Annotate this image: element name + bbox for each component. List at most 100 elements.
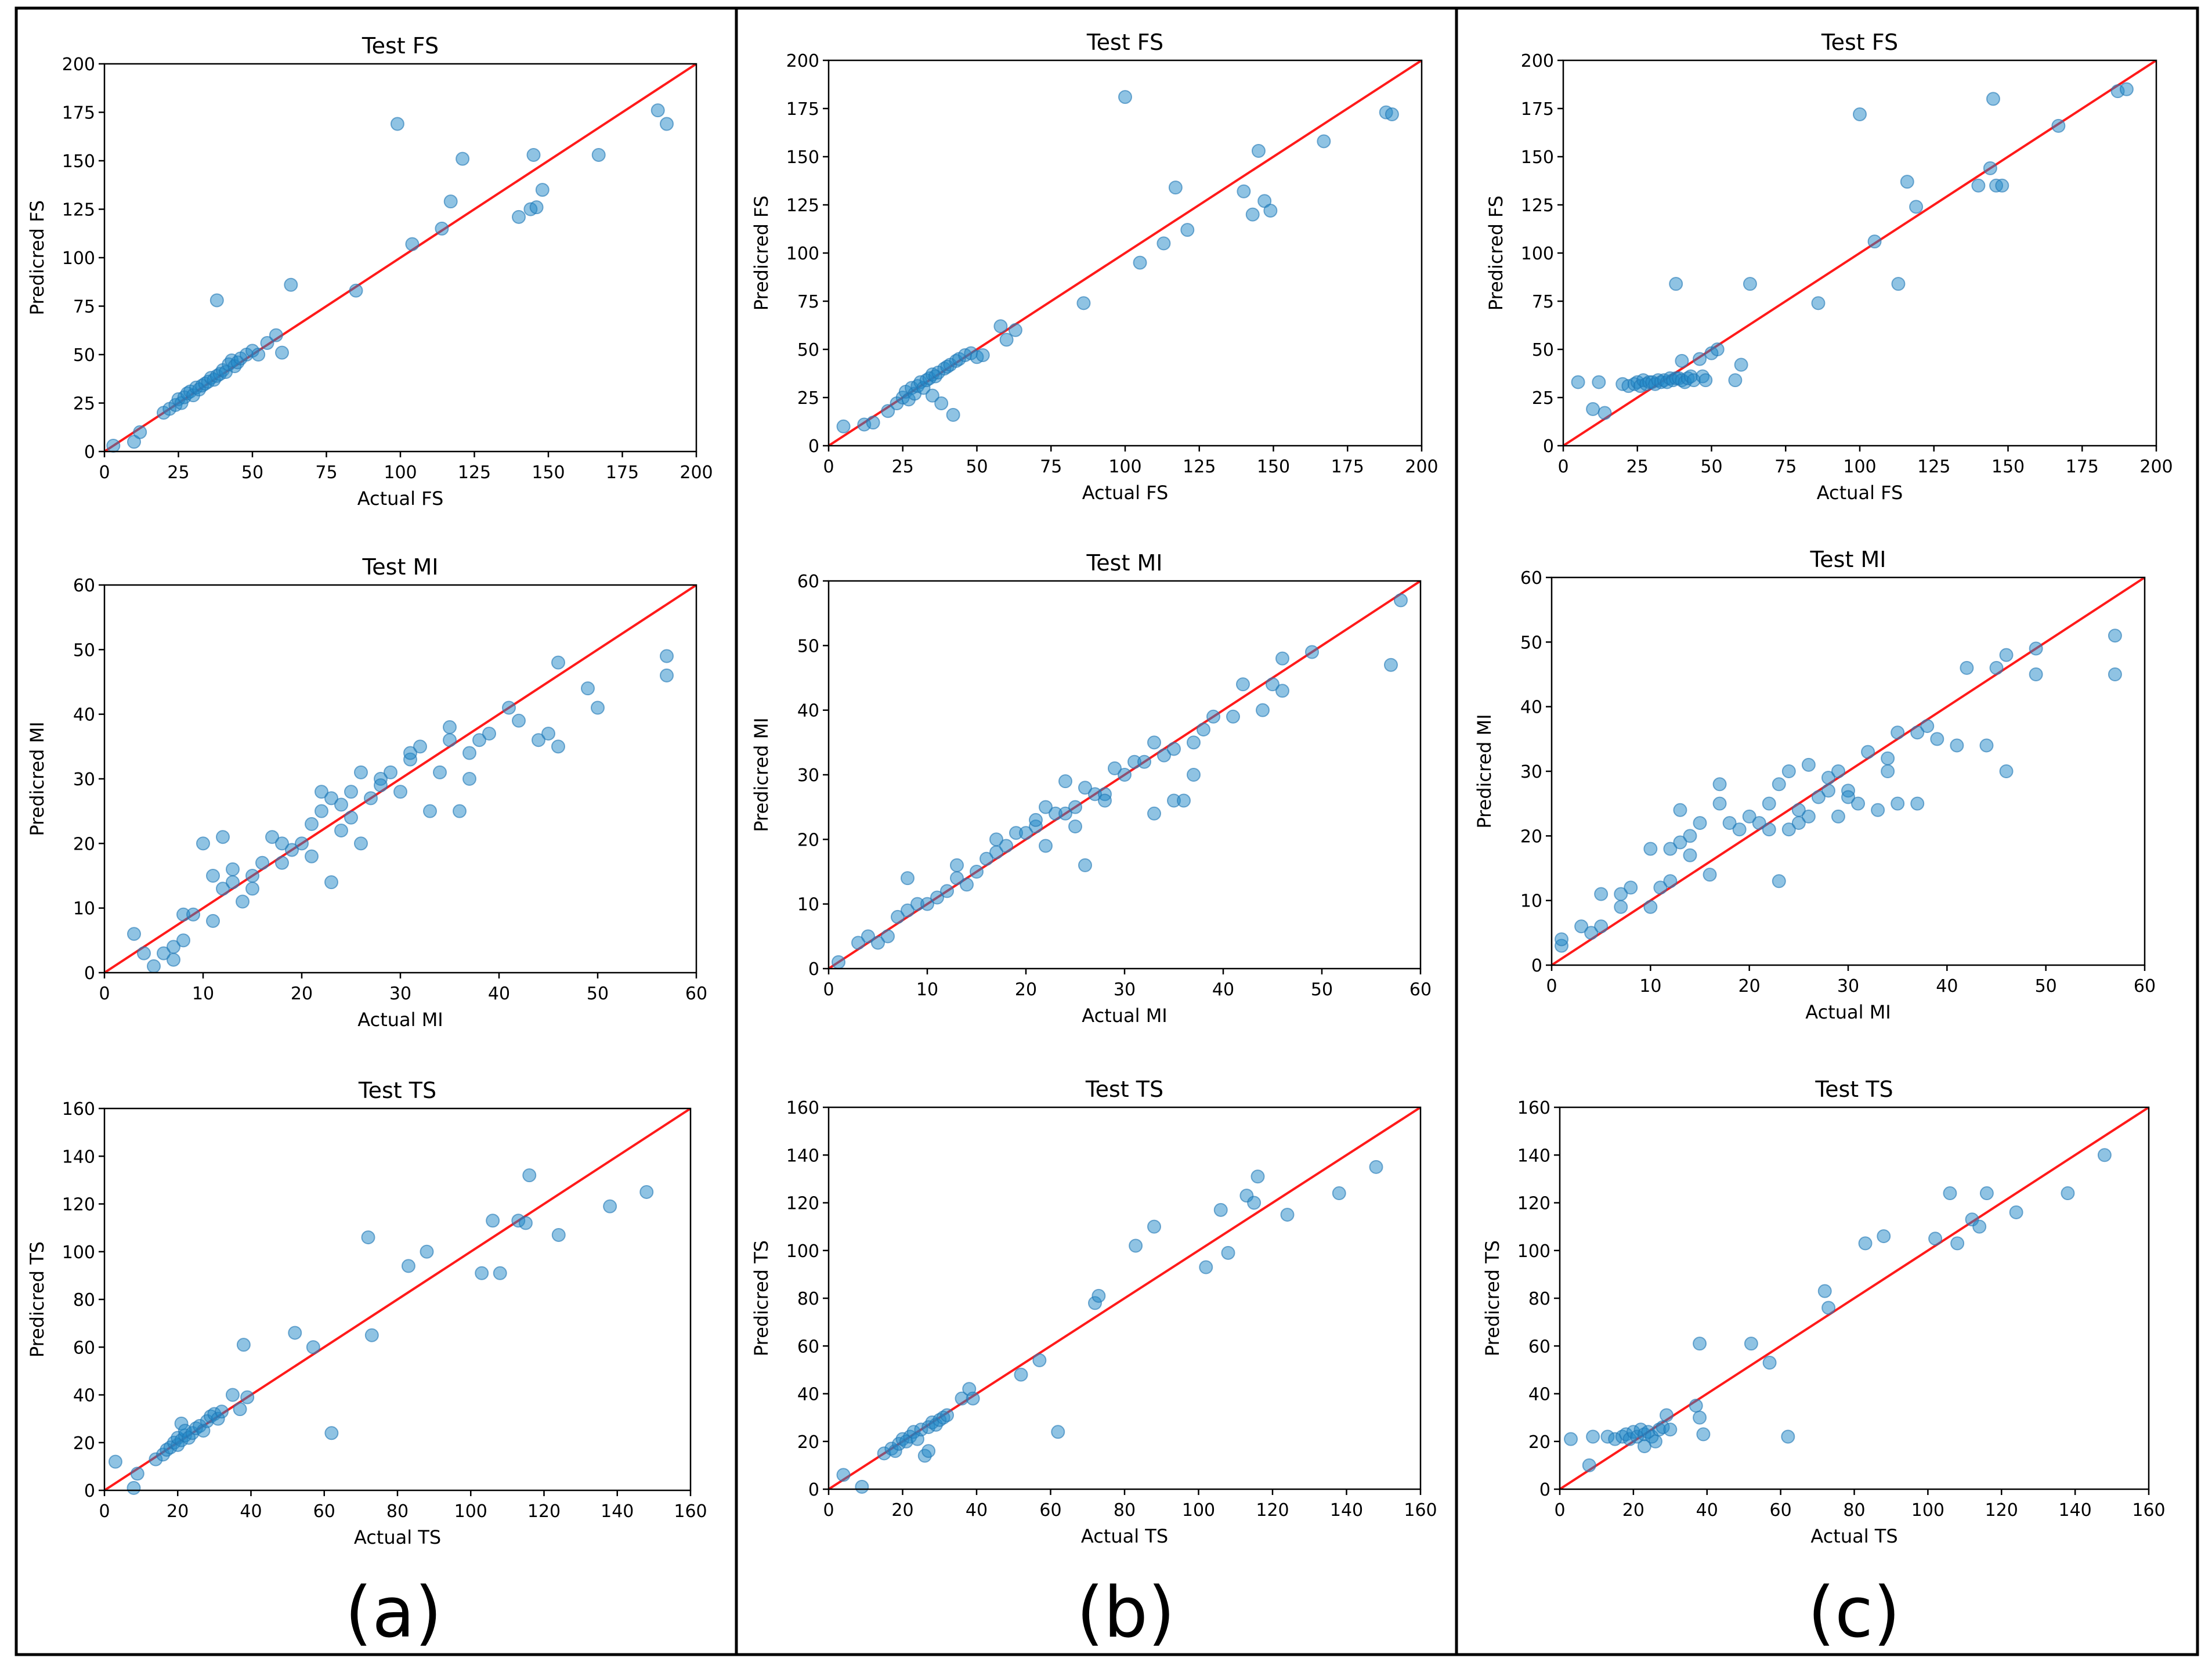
y-tick-label: 100 (786, 244, 819, 264)
data-point (423, 804, 437, 818)
y-axis-label: Predicred FS (26, 200, 48, 315)
data-point (1979, 738, 1994, 753)
data-point (147, 959, 161, 973)
y-tick-label: 40 (1520, 698, 1542, 718)
data-point (1910, 725, 1925, 740)
data-point (324, 1426, 339, 1440)
panel-label-b: (b) (1076, 1573, 1175, 1653)
data-point (206, 913, 220, 928)
data-point (443, 194, 458, 209)
data-point (1891, 277, 1906, 291)
y-tick-label: 25 (1532, 388, 1554, 409)
data-point (245, 882, 259, 896)
x-tick-label: 60 (685, 984, 707, 1004)
data-point (1263, 203, 1278, 218)
data-point (502, 700, 516, 715)
data-point (975, 348, 990, 362)
data-point (1900, 175, 1914, 189)
data-point (1369, 1160, 1383, 1174)
data-point (551, 655, 565, 670)
plots-layer: 0 25 50 75 100 125 150 175 200025507510012515017… (26, 30, 2173, 1548)
data-point (1384, 658, 1398, 672)
x-tick-label: 0 (99, 1501, 110, 1522)
data-point (1663, 874, 1678, 889)
y-tick-label: 75 (1532, 292, 1554, 312)
data-point (2009, 1205, 2023, 1219)
data-point (435, 221, 449, 236)
data-point (1831, 809, 1845, 824)
data-point (1180, 223, 1195, 237)
data-point (1696, 1427, 1711, 1442)
data-point (176, 933, 190, 948)
data-point (1332, 1186, 1346, 1201)
data-point (1147, 806, 1161, 821)
data-point (1039, 800, 1053, 814)
x-tick-label: 20 (891, 1500, 913, 1521)
data-point (603, 1199, 617, 1214)
data-point (1019, 826, 1033, 840)
data-point (1762, 1356, 1777, 1370)
data-point (639, 1185, 654, 1199)
data-point (551, 1227, 566, 1242)
x-tick-label: 200 (1405, 457, 1438, 477)
plot-title: Test TS (358, 1078, 436, 1103)
data-point (1592, 375, 1606, 389)
x-tick-label: 100 (454, 1501, 487, 1522)
data-point (1871, 803, 1885, 817)
data-point (1853, 107, 1867, 121)
x-tick-label: 160 (1404, 1500, 1437, 1521)
y-tick-label: 200 (1521, 51, 1554, 71)
y-tick-label: 120 (786, 1194, 819, 1214)
y-tick-label: 80 (73, 1290, 95, 1310)
data-point (1693, 1410, 1707, 1425)
data-point (930, 890, 944, 905)
data-point (216, 882, 230, 896)
data-point (245, 869, 259, 883)
data-point (390, 117, 404, 131)
data-point (1251, 144, 1266, 158)
x-axis-label: Actual TS (1081, 1525, 1168, 1547)
data-point (443, 720, 457, 734)
data-point (453, 804, 467, 818)
data-point (196, 836, 210, 851)
x-tick-label: 125 (1917, 457, 1950, 477)
x-tick-label: 60 (1409, 980, 1432, 1000)
x-tick-label: 200 (2139, 457, 2173, 477)
plot-title: Test FS (1086, 30, 1163, 55)
x-tick-label: 0 (99, 463, 110, 483)
y-tick-label: 40 (797, 1385, 819, 1405)
x-tick-label: 40 (1212, 980, 1234, 1000)
y-tick-label: 50 (1520, 633, 1542, 653)
data-point (1811, 790, 1826, 804)
data-point (106, 438, 121, 453)
data-point (1624, 880, 1638, 895)
data-point (1266, 677, 1280, 692)
y-tick-label: 100 (786, 1241, 819, 1262)
data-point (1594, 919, 1609, 934)
x-tick-label: 140 (601, 1501, 634, 1522)
scatter-plot-8: 0 10 20 30 40 50 60 0 10 20 30 40 50 60 Test MI Actual … (1473, 547, 2156, 1023)
x-tick-label: 50 (1311, 980, 1333, 1000)
data-point (940, 1408, 954, 1422)
data-point (522, 1168, 537, 1183)
y-tick-label: 200 (786, 51, 819, 71)
data-point (1275, 684, 1289, 698)
x-tick-label: 20 (1738, 976, 1761, 996)
scatter-plot-7: 0 25 50 75 100 125 150 175 200 0 25 50 75 100 125 150 17… (1485, 30, 2173, 504)
data-point (1221, 1245, 1235, 1260)
data-point (1098, 793, 1112, 808)
data-point (233, 1402, 247, 1417)
data-point (866, 416, 880, 430)
y-tick-label: 80 (797, 1289, 819, 1309)
plot-title: Test FS (1821, 30, 1898, 55)
y-tick-label: 175 (786, 99, 819, 120)
data-point (334, 824, 348, 838)
data-point (1586, 402, 1600, 416)
data-point (1213, 1202, 1228, 1217)
data-point (1950, 1236, 1965, 1251)
x-tick-label: 30 (389, 984, 411, 1004)
data-point (1177, 793, 1191, 808)
data-point (999, 333, 1014, 347)
y-tick-label: 20 (73, 834, 95, 854)
data-point (315, 804, 328, 818)
